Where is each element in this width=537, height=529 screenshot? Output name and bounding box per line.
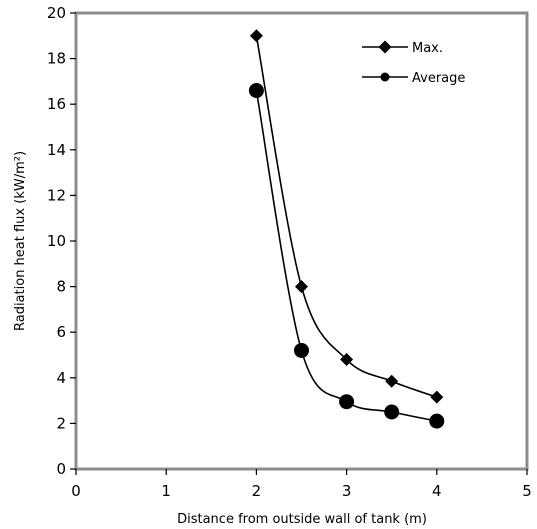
- plot-area: [248, 29, 445, 429]
- series-line: [255, 90, 437, 422]
- x-tick-label: 3: [342, 482, 352, 500]
- series-max: [249, 29, 444, 404]
- y-tick-label: 2: [56, 414, 66, 432]
- y-axis: 0 2 4 6 8 10 12 14 16 18 20: [47, 4, 76, 478]
- data-point: [339, 394, 355, 410]
- y-tick-label: 0: [56, 460, 66, 478]
- legend: Max. Average: [362, 40, 465, 86]
- legend-marker: [378, 40, 392, 54]
- x-tick-label: 1: [161, 482, 171, 500]
- x-axis-title: Distance from outside wall of tank (m): [177, 512, 427, 527]
- x-tick-label: 5: [522, 482, 532, 500]
- data-point: [385, 374, 399, 388]
- x-tick-label: 0: [71, 482, 81, 500]
- y-axis-title: Radiation heat flux (kW/m²): [13, 151, 28, 331]
- y-tick-label: 8: [56, 278, 66, 296]
- x-tick-label: 4: [432, 482, 442, 500]
- legend-label: Average: [412, 71, 465, 86]
- data-point: [248, 83, 264, 99]
- y-tick-label: 10: [47, 232, 66, 250]
- y-tick-label: 16: [47, 95, 66, 113]
- data-point: [295, 280, 308, 294]
- legend-marker: [380, 72, 390, 82]
- data-point: [340, 353, 354, 367]
- data-point: [384, 404, 400, 420]
- data-point: [249, 29, 263, 43]
- y-tick-label: 6: [56, 323, 66, 341]
- x-axis: 0 1 2 3 4 5: [71, 469, 532, 500]
- y-tick-label: 4: [56, 369, 66, 387]
- y-tick-label: 20: [47, 4, 66, 22]
- data-point: [294, 342, 309, 358]
- data-point: [430, 390, 444, 404]
- y-tick-label: 14: [47, 141, 66, 159]
- legend-label: Max.: [412, 41, 443, 56]
- y-tick-label: 18: [47, 50, 66, 68]
- data-point: [429, 413, 445, 429]
- series-average: [248, 83, 445, 429]
- series-line: [255, 35, 438, 398]
- y-tick-label: 12: [47, 186, 66, 204]
- x-tick-label: 2: [252, 482, 262, 500]
